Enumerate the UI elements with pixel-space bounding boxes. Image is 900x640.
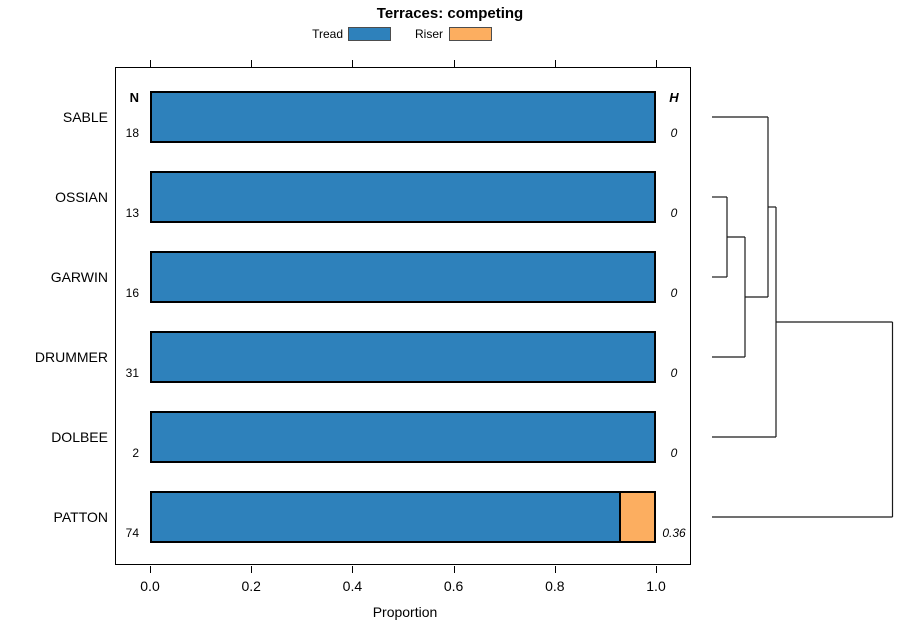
row-label-garwin: GARWIN <box>50 269 108 285</box>
h-value-ossian: 0 <box>670 206 678 220</box>
n-value-sable: 18 <box>125 126 139 140</box>
dendrogram <box>712 116 894 518</box>
h-value-dolbee: 0 <box>670 446 678 460</box>
bar-segment-tread-dolbee <box>152 413 654 461</box>
n-value-garwin: 16 <box>125 286 139 300</box>
x-tick-bottom-0.8 <box>554 566 556 573</box>
x-tick-label-0.8: 0.8 <box>545 578 565 594</box>
bar-segment-tread-drummer <box>152 333 654 381</box>
n-value-drummer: 31 <box>125 366 139 380</box>
x-tick-top-0.6 <box>453 60 455 67</box>
row-label-dolbee: DOLBEE <box>51 429 108 445</box>
h-value-sable: 0 <box>670 126 678 140</box>
n-value-ossian: 13 <box>125 206 139 220</box>
x-tick-label-0.2: 0.2 <box>241 578 261 594</box>
n-value-dolbee: 2 <box>132 446 139 460</box>
x-tick-label-1.0: 1.0 <box>646 578 666 594</box>
bar-segment-riser-patton <box>618 493 654 541</box>
bar-ossian <box>150 171 656 223</box>
bar-dolbee <box>150 411 656 463</box>
bar-sable <box>150 91 656 143</box>
x-axis-label: Proportion <box>372 604 438 620</box>
x-tick-top-0.0 <box>150 60 151 67</box>
legend-label-tread: Tread <box>312 27 343 41</box>
x-tick-bottom-0.4 <box>352 566 354 573</box>
x-tick-bottom-0.6 <box>453 566 455 573</box>
legend-swatch-riser-icon <box>449 27 492 41</box>
bar-segment-tread-sable <box>152 93 654 141</box>
bar-drummer <box>150 331 656 383</box>
x-tick-label-0.0: 0.0 <box>140 578 160 594</box>
x-tick-top-0.8 <box>554 60 556 67</box>
x-tick-label-0.6: 0.6 <box>443 578 464 594</box>
legend-swatch-tread-icon <box>348 27 391 41</box>
plot-area <box>115 67 691 565</box>
h-value-drummer: 0 <box>670 366 678 380</box>
bar-segment-tread-garwin <box>152 253 654 301</box>
row-label-patton: PATTON <box>53 509 108 525</box>
bar-garwin <box>150 251 656 303</box>
x-tick-bottom-0.2 <box>251 566 253 573</box>
bar-segment-tread-patton <box>152 493 619 541</box>
legend-label-riser: Riser <box>414 27 443 41</box>
bar-patton <box>150 491 656 543</box>
x-tick-bottom-0.0 <box>150 566 151 573</box>
h-value-patton: 0.36 <box>662 526 686 540</box>
row-label-ossian: OSSIAN <box>55 189 108 205</box>
h-value-garwin: 0 <box>670 286 678 300</box>
bar-segment-tread-ossian <box>152 173 654 221</box>
x-tick-top-0.4 <box>352 60 354 67</box>
x-tick-label-0.4: 0.4 <box>342 578 363 594</box>
n-value-patton: 74 <box>125 526 139 540</box>
x-tick-bottom-1.0 <box>656 566 657 573</box>
h-column-header: H <box>669 90 679 105</box>
n-column-header: N <box>129 90 139 105</box>
chart-title: Terraces: competing <box>376 5 524 22</box>
row-label-drummer: DRUMMER <box>34 349 108 365</box>
row-label-sable: SABLE <box>62 109 108 125</box>
x-tick-top-0.2 <box>251 60 253 67</box>
x-tick-top-1.0 <box>656 60 657 67</box>
